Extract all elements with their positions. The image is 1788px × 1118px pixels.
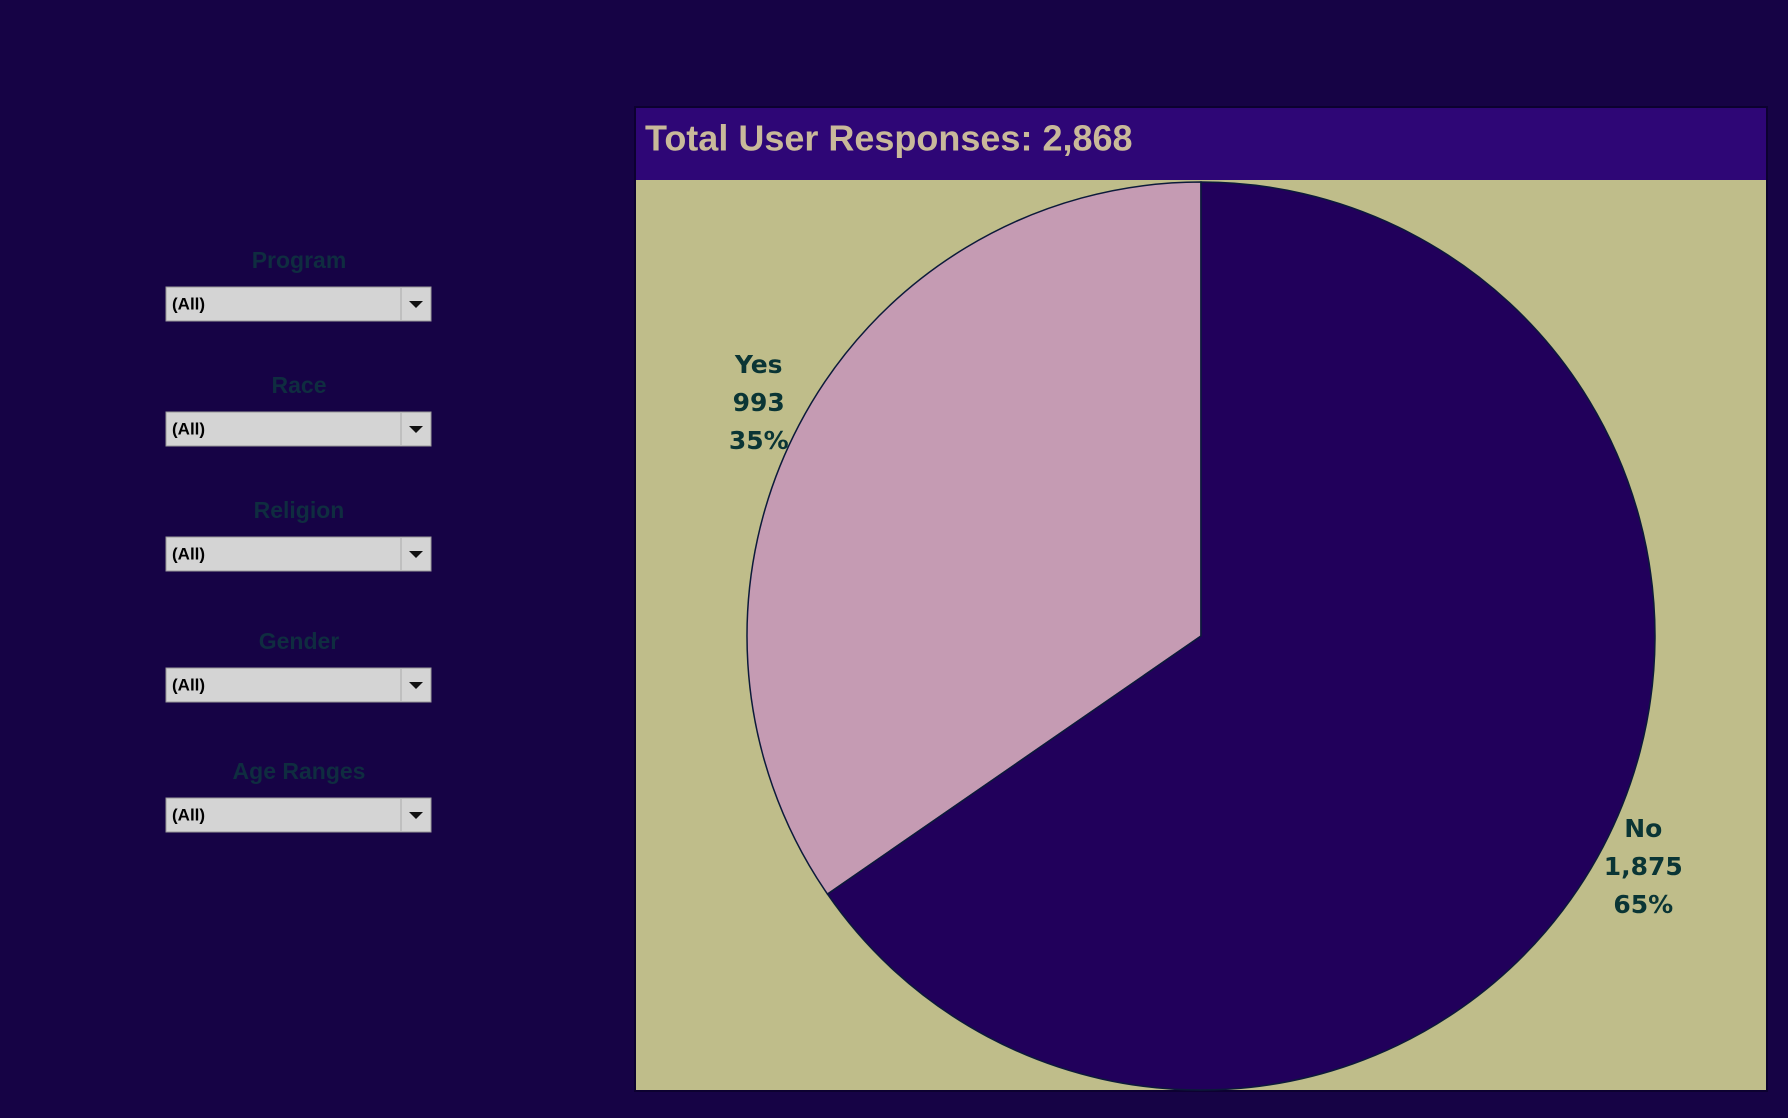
dropdown[interactable]: (All) [165, 411, 432, 447]
dropdown-box [165, 536, 432, 572]
slice-percent: 35% [729, 426, 789, 455]
dropdown-arrow [409, 812, 423, 819]
dropdown-box [165, 667, 432, 703]
filter-label: Religion [254, 497, 345, 523]
filter-label: Age Ranges [233, 758, 366, 784]
dropdown-value: (All) [172, 805, 205, 824]
slice-value: 993 [733, 388, 785, 417]
dropdown[interactable]: (All) [165, 797, 432, 833]
dropdown-value: (All) [172, 294, 205, 313]
pie-chart: Yes 993 35% No 1,875 65% [729, 181, 1683, 1091]
pie-slice [826, 181, 1656, 1091]
slice-value: 1,875 [1604, 852, 1683, 881]
dropdown-arrow [409, 301, 423, 308]
slice-category: No [1624, 814, 1662, 843]
dropdown-arrow [409, 551, 423, 558]
slice-percent: 65% [1613, 890, 1673, 919]
slice-category: Yes [734, 350, 783, 379]
dropdown-value: (All) [172, 419, 205, 438]
dropdown-box [165, 797, 432, 833]
dropdown-value: (All) [172, 544, 205, 563]
dropdown-box [165, 286, 432, 322]
filter-panel: Program (All) Race (All) Religion (All) Gender… [165, 247, 432, 833]
chart-header [636, 108, 1766, 180]
dropdown-arrow [409, 426, 423, 433]
dropdown-box [165, 411, 432, 447]
pie-slice [746, 181, 1202, 896]
dropdown[interactable]: (All) [165, 667, 432, 703]
chart-title: Total User Responses: 2,868 [645, 118, 1133, 159]
filter-label: Gender [259, 628, 340, 654]
filter-label: Program [252, 247, 347, 273]
dropdown[interactable]: (All) [165, 286, 432, 322]
dropdown-arrow [409, 682, 423, 689]
dropdown-value: (All) [172, 675, 205, 694]
dropdown[interactable]: (All) [165, 536, 432, 572]
filter-label: Race [272, 372, 327, 398]
